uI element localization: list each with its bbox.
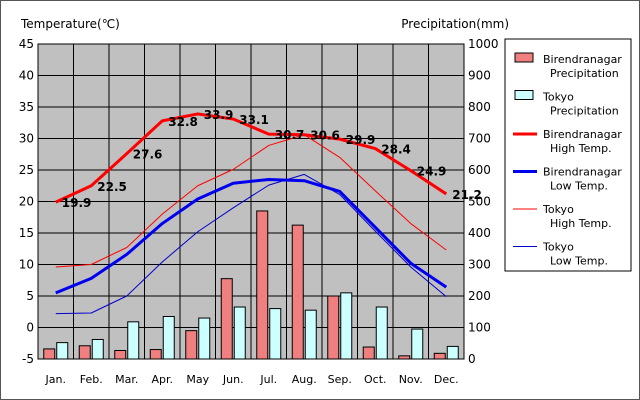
precip-bar: [304, 309, 317, 360]
precip-bar: [149, 349, 162, 360]
precip-bar: [127, 321, 140, 360]
temp-line: [55, 173, 447, 315]
temp-tick-label: 45: [19, 37, 34, 51]
precip-bar: [269, 308, 282, 360]
precip-bar: [43, 348, 56, 360]
precip-bar: [233, 306, 246, 360]
precip-bar: [91, 338, 104, 360]
temp-data-label: 33.1: [239, 113, 269, 127]
temp-data-label: 30.7: [275, 128, 305, 142]
precip-bar: [327, 295, 340, 360]
precip-tick-label: 800: [468, 100, 491, 114]
precip-tick-label: 200: [468, 289, 491, 303]
temp-data-label: 32.8: [168, 115, 198, 129]
temp-data-label: 22.5: [97, 180, 127, 194]
precip-tick-label: 1000: [468, 37, 499, 51]
temp-line: [55, 112, 448, 204]
month-label: May: [186, 373, 209, 386]
precip-bar: [340, 292, 353, 360]
temp-tick-label: 15: [19, 226, 34, 240]
temp-tick-label: -5: [22, 352, 34, 366]
precip-tick-label: 100: [468, 321, 491, 335]
temp-data-label: 24.9: [417, 165, 447, 179]
precip-bar: [78, 345, 91, 360]
legend-label: Tokyo: [542, 241, 574, 254]
temp-tick-label: 10: [19, 258, 34, 272]
legend-swatch: [514, 52, 534, 63]
temp-tick-label: 0: [26, 321, 34, 335]
month-label: Dec.: [434, 373, 459, 386]
precip-tick-label: 900: [468, 69, 491, 83]
legend-label: Low Temp.: [550, 255, 608, 268]
temp-data-label: 27.6: [133, 148, 163, 162]
legend-label: High Temp.: [550, 142, 612, 155]
month-label: Feb.: [80, 373, 103, 386]
legend-label: Low Temp.: [550, 180, 608, 193]
legend-label: Birendranagar: [543, 53, 622, 66]
plot-area: 454035302520151050-510009008007006005004…: [19, 37, 499, 386]
precip-bar: [220, 278, 233, 360]
month-label: Sep.: [328, 373, 352, 386]
precip-bar: [446, 345, 459, 360]
legend-label: Precipitation: [550, 67, 619, 80]
precip-bar: [256, 210, 269, 360]
month-label: Apr.: [151, 373, 173, 386]
precip-tick-label: 700: [468, 132, 491, 146]
legend-label: High Temp.: [550, 217, 612, 230]
month-label: Nov.: [399, 373, 423, 386]
legend: BirendranagarPrecipitationTokyoPrecipita…: [504, 38, 632, 272]
legend-label: Tokyo: [542, 91, 574, 104]
precip-bar: [114, 349, 127, 360]
temp-data-label: 33.9: [204, 108, 234, 122]
temp-line: [55, 134, 447, 268]
precip-bar: [198, 317, 211, 360]
temp-data-label: 19.9: [62, 196, 92, 210]
precip-bar: [162, 315, 175, 360]
month-label: Jun.: [222, 373, 244, 386]
precip-bar: [362, 346, 375, 360]
temp-tick-label: 20: [19, 195, 34, 209]
left-axis-title: Temperature(℃): [20, 17, 120, 31]
precip-tick-label: 600: [468, 163, 491, 177]
precip-tick-label: 500: [468, 195, 491, 209]
temp-data-label: 29.9: [346, 133, 376, 147]
legend-box: [504, 38, 632, 272]
legend-label: Birendranagar: [543, 166, 622, 179]
precip-bar: [291, 224, 304, 360]
precip-bar: [411, 328, 424, 360]
month-label: Jul.: [259, 373, 277, 386]
precip-bar: [433, 352, 446, 360]
month-label: Aug.: [292, 373, 317, 386]
legend-swatch: [514, 90, 534, 100]
temp-tick-label: 5: [26, 289, 34, 303]
temp-data-label: 28.4: [381, 143, 411, 157]
plot-border: [37, 43, 465, 360]
temp-data-label: 21.2: [452, 188, 482, 202]
legend-label: Birendranagar: [543, 128, 622, 141]
precip-tick-label: 400: [468, 226, 491, 240]
right-axis-title: Precipitation(mm): [401, 17, 509, 31]
temp-tick-label: 35: [19, 100, 34, 114]
temp-line: [55, 177, 448, 295]
month-label: Oct.: [364, 373, 387, 386]
precip-tick-label: 0: [468, 352, 476, 366]
temp-tick-label: 40: [19, 69, 34, 83]
temp-tick-label: 30: [19, 132, 34, 146]
month-label: Jan.: [45, 373, 66, 386]
temp-tick-label: 25: [19, 163, 34, 177]
precip-bar: [375, 306, 388, 360]
precip-bar: [185, 330, 198, 360]
month-label: Mar.: [115, 373, 138, 386]
precip-tick-label: 300: [468, 258, 491, 272]
legend-label: Tokyo: [542, 203, 574, 216]
temp-data-label: 30.6: [310, 129, 340, 143]
precip-bar: [56, 342, 69, 360]
legend-label: Precipitation: [550, 105, 619, 118]
